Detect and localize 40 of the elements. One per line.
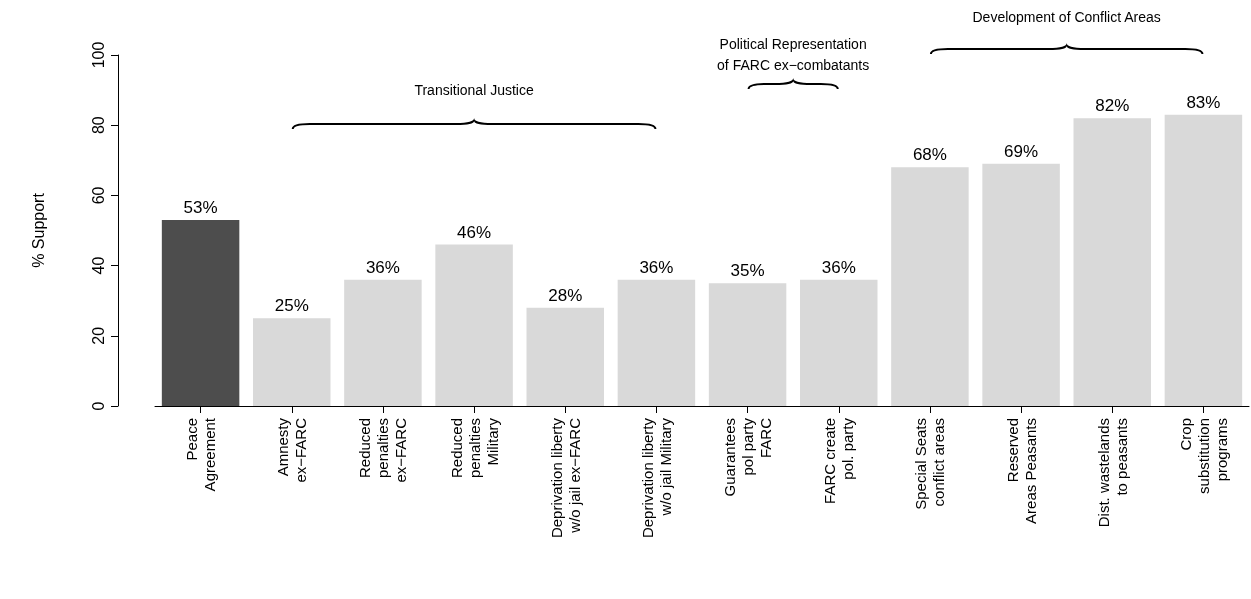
data-label: 28% [548, 285, 583, 305]
bar [800, 279, 878, 406]
x-tick-label: Reduced penalties Military [447, 417, 501, 479]
bar [982, 163, 1060, 406]
y-tick-label: 0 [89, 401, 107, 411]
data-label: 69% [1004, 141, 1039, 161]
annotation: Political Representation of FARC ex−combatants [717, 35, 870, 75]
y-tick-label: 40 [89, 256, 107, 275]
bar [435, 244, 513, 406]
data-label: 68% [912, 145, 947, 165]
bar [161, 219, 240, 406]
x-tick-label: FARC create pol. party [821, 417, 857, 504]
bar [253, 318, 331, 406]
y-tick-label: 60 [89, 186, 107, 205]
annotation: Transitional Justice [414, 80, 534, 100]
data-label: 82% [1095, 96, 1130, 116]
bar [891, 167, 969, 406]
y-tick-label: 80 [89, 116, 107, 135]
y-tick-label: 100 [89, 41, 107, 69]
x-tick-label: Amnesty ex−FARC [274, 417, 310, 483]
data-label: 53% [183, 197, 218, 217]
data-label: 36% [821, 257, 856, 277]
y-tick-label: 20 [89, 326, 107, 345]
data-label: 25% [274, 296, 309, 316]
bar [526, 307, 604, 406]
data-label: 46% [457, 222, 492, 242]
data-label: 83% [1186, 92, 1221, 112]
data-label: 35% [730, 261, 765, 281]
bar [1073, 118, 1151, 406]
bar [708, 283, 787, 406]
bar [1164, 114, 1243, 406]
bar [344, 279, 422, 406]
data-label: 36% [365, 257, 400, 277]
x-tick-label: Dist. wastelands to peasants [1094, 418, 1130, 528]
x-tick-label: Peace Agreement [183, 417, 219, 492]
data-label: 36% [639, 257, 674, 277]
bar [617, 279, 696, 406]
x-tick-label: Guarantees pol party FARC [721, 417, 775, 497]
y-axis-title: % Support [29, 192, 47, 268]
text: Development of Conflict Areas [972, 7, 1161, 27]
